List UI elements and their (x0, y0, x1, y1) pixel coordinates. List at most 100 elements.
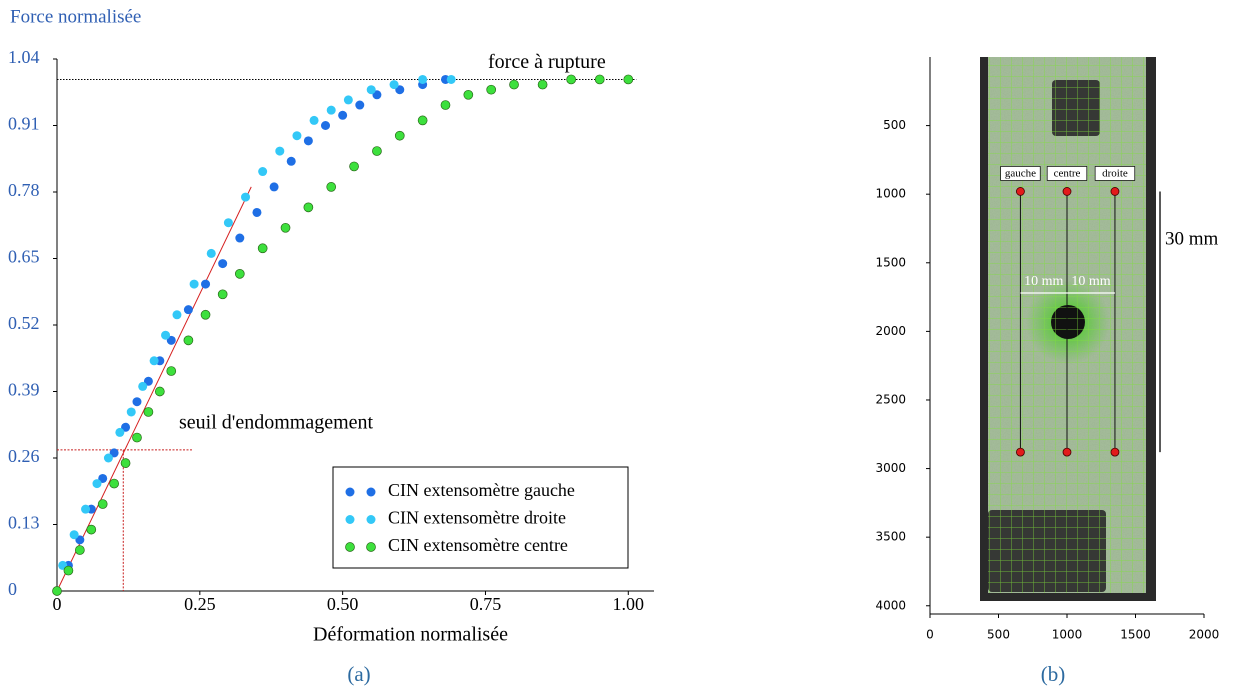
point (509, 79, 519, 90)
dimension-label: 10 mm (1024, 274, 1063, 289)
point (269, 182, 279, 192)
point (417, 115, 428, 126)
legend-label: CIN extensomètre gauche (388, 480, 575, 500)
y-tick-label: 3500 (875, 530, 906, 544)
point (258, 167, 268, 177)
point (566, 74, 577, 85)
legend-box (332, 466, 629, 569)
x-tick-label: 1500 (1120, 628, 1151, 642)
point (115, 427, 125, 437)
point (394, 130, 405, 141)
point (86, 524, 97, 535)
point (218, 259, 228, 269)
point (52, 586, 62, 596)
point (161, 330, 171, 340)
point (486, 84, 497, 95)
point (343, 95, 353, 105)
y-tick-label: 0.39 (8, 380, 40, 400)
point (183, 305, 193, 315)
point (166, 366, 177, 376)
point (309, 115, 319, 125)
extensometer-point (1062, 187, 1072, 196)
y-tick-label: 3000 (875, 461, 906, 475)
point (75, 545, 85, 555)
extensometer-point (1110, 447, 1120, 457)
legend-marker (366, 542, 376, 552)
point (183, 335, 194, 346)
y-tick-label: 0.26 (8, 446, 40, 466)
extensometer-label: droite (1102, 167, 1128, 179)
y-tick-label: 500 (883, 118, 906, 132)
point (326, 182, 337, 192)
extensometer-point (1016, 187, 1025, 196)
point (143, 407, 154, 417)
point (286, 156, 296, 166)
point (132, 432, 142, 443)
point (63, 565, 74, 576)
label-box (1046, 166, 1088, 181)
y-tick-label: 0 (8, 579, 17, 599)
point (292, 131, 302, 141)
point (126, 407, 136, 417)
point (109, 478, 119, 489)
point (69, 530, 79, 540)
point (97, 499, 108, 509)
series (52, 74, 634, 596)
legend-marker (345, 515, 355, 524)
x-tick-label: 2000 (1189, 628, 1220, 642)
y-tick-label: 0.52 (8, 313, 40, 333)
point (594, 74, 605, 85)
point (280, 222, 291, 233)
point (463, 89, 474, 100)
extensometer-label: gauche (1005, 167, 1036, 179)
point (201, 279, 211, 289)
caption: (a) (347, 662, 370, 686)
x-tick-label: 1.00 (613, 594, 645, 614)
y-tick-label: 1500 (875, 255, 906, 269)
point (303, 136, 313, 146)
point (189, 279, 199, 289)
tangent-line (56, 186, 252, 592)
point (234, 268, 245, 279)
point (206, 248, 216, 258)
y-tick-label: 4000 (875, 598, 906, 612)
x-tick-label: 0 (53, 594, 62, 614)
point (418, 74, 428, 84)
point (303, 202, 314, 213)
point (355, 100, 365, 110)
label-box (1094, 166, 1136, 181)
y-tick-label: 2000 (875, 324, 906, 338)
point (623, 74, 634, 85)
point (537, 79, 548, 90)
x-tick-label: 1000 (1052, 628, 1083, 642)
point (81, 504, 91, 514)
x-tick-label: 0.50 (327, 594, 359, 614)
point (349, 161, 359, 172)
point (217, 289, 228, 300)
point (321, 121, 331, 130)
point (275, 146, 285, 156)
y-tick-label: 0.91 (8, 114, 40, 134)
point (446, 74, 456, 84)
x-tick-label: 0.75 (470, 594, 502, 614)
point (241, 192, 251, 202)
y-tick-label: 1.04 (8, 47, 40, 67)
point (326, 105, 336, 115)
x-tick-label: 500 (987, 628, 1010, 642)
y-tick-label: 0.13 (8, 513, 40, 533)
threshold-label: seuil d'endommagement (179, 411, 374, 433)
label-box (1000, 166, 1041, 181)
legend-label: CIN extensomètre centre (388, 535, 568, 555)
y-axis-title: Force normalisée (10, 6, 141, 27)
point (149, 356, 159, 366)
point (366, 85, 376, 95)
y-tick-label: 0.65 (8, 247, 40, 267)
point (120, 458, 131, 468)
scale-label: 30 mm (1165, 228, 1219, 249)
point (235, 233, 245, 243)
y-tick-label: 1000 (875, 187, 906, 201)
point (132, 397, 142, 407)
point (92, 479, 102, 489)
legend-marker (366, 487, 376, 497)
